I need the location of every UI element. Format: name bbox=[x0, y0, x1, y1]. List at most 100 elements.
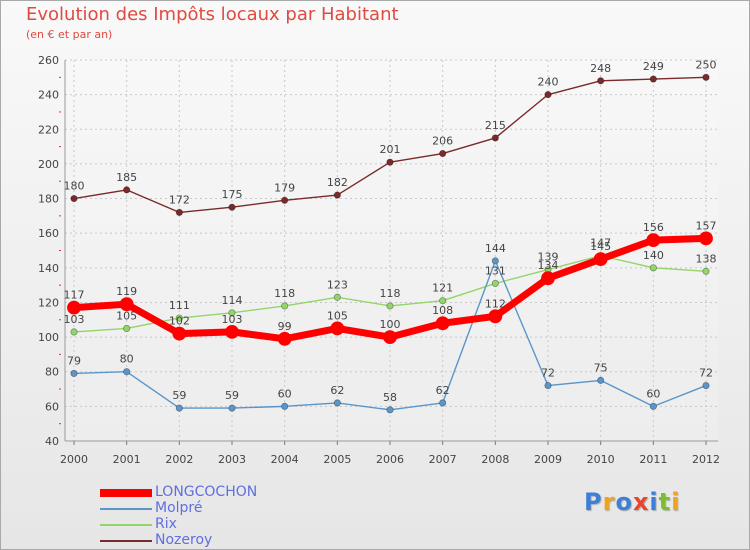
data-point bbox=[597, 77, 605, 85]
data-point bbox=[172, 326, 187, 341]
data-point bbox=[228, 309, 236, 317]
data-label: 134 bbox=[538, 259, 559, 272]
legend-label: Molpré bbox=[155, 500, 203, 516]
x-tick-label: 2003 bbox=[218, 453, 246, 466]
data-label: 59 bbox=[172, 389, 186, 402]
chart-subtitle: (en € et par an) bbox=[26, 28, 113, 41]
data-point bbox=[67, 300, 81, 315]
x-tick-label: 2000 bbox=[60, 453, 88, 466]
data-point bbox=[491, 257, 499, 265]
data-point bbox=[225, 324, 239, 339]
data-point bbox=[439, 297, 447, 305]
data-point bbox=[228, 404, 236, 412]
x-tick-label: 2012 bbox=[692, 453, 720, 466]
legend-label: Rix bbox=[155, 516, 177, 532]
y-tick-label: 40 bbox=[45, 435, 59, 448]
data-point bbox=[330, 321, 345, 336]
data-point bbox=[281, 402, 289, 410]
data-point bbox=[488, 309, 503, 324]
data-label: 111 bbox=[169, 299, 190, 312]
data-label: 248 bbox=[590, 62, 611, 75]
data-point bbox=[702, 267, 710, 275]
data-point bbox=[544, 381, 552, 390]
data-point bbox=[333, 191, 341, 199]
data-label: 103 bbox=[222, 313, 243, 326]
data-label: 105 bbox=[116, 309, 137, 322]
data-label: 62 bbox=[436, 384, 450, 397]
data-label: 112 bbox=[485, 297, 506, 310]
x-tick-label: 2007 bbox=[429, 453, 457, 466]
data-label: 114 bbox=[222, 294, 243, 307]
data-label: 240 bbox=[538, 76, 559, 89]
data-label: 215 bbox=[485, 119, 506, 132]
data-label: 123 bbox=[327, 278, 348, 291]
data-label: 140 bbox=[643, 249, 664, 262]
x-tick-label: 2010 bbox=[587, 453, 615, 466]
data-point bbox=[702, 73, 710, 81]
data-label: 180 bbox=[64, 180, 85, 193]
data-point bbox=[593, 252, 608, 267]
y-tick-label: 260 bbox=[38, 54, 59, 67]
data-label: 100 bbox=[380, 318, 401, 331]
data-label: 182 bbox=[327, 176, 348, 189]
logo-letter: t bbox=[658, 488, 672, 516]
data-label: 144 bbox=[485, 242, 506, 255]
x-tick-label: 2004 bbox=[271, 453, 299, 466]
legend-swatch bbox=[100, 540, 152, 542]
data-point bbox=[435, 316, 450, 331]
data-point bbox=[175, 208, 183, 216]
data-point bbox=[70, 369, 78, 378]
data-point bbox=[491, 279, 499, 288]
y-tick-label: 160 bbox=[38, 227, 59, 240]
y-tick-label: 60 bbox=[45, 400, 59, 413]
y-tick-label: 240 bbox=[38, 89, 59, 102]
data-point bbox=[383, 330, 397, 344]
data-label: 72 bbox=[699, 367, 713, 380]
data-label: 108 bbox=[432, 304, 453, 317]
data-label: 118 bbox=[380, 287, 401, 300]
data-label: 102 bbox=[169, 315, 190, 328]
data-label: 118 bbox=[274, 287, 295, 300]
data-point bbox=[123, 324, 131, 333]
data-label: 250 bbox=[696, 58, 717, 71]
logo-letter: r bbox=[602, 488, 616, 516]
data-label: 59 bbox=[225, 389, 239, 402]
data-point bbox=[175, 404, 183, 412]
data-point bbox=[281, 196, 289, 204]
data-point bbox=[649, 402, 657, 410]
legend-label: LONGCOCHON bbox=[155, 484, 258, 500]
plot-area bbox=[65, 60, 718, 441]
y-tick-label: 220 bbox=[38, 123, 59, 136]
logo-letter: i bbox=[649, 488, 659, 516]
data-point bbox=[649, 75, 657, 83]
data-label: 145 bbox=[590, 240, 611, 253]
data-point bbox=[646, 233, 661, 248]
data-label: 206 bbox=[432, 135, 453, 148]
data-point bbox=[123, 368, 131, 376]
y-tick-label: 180 bbox=[38, 193, 59, 206]
data-point bbox=[699, 231, 713, 246]
data-label: 157 bbox=[696, 219, 717, 232]
data-point bbox=[439, 399, 447, 407]
x-tick-label: 2006 bbox=[376, 453, 404, 466]
data-point bbox=[386, 406, 394, 414]
x-tick-label: 2009 bbox=[534, 453, 562, 466]
y-tick-label: 120 bbox=[38, 296, 59, 309]
y-tick-label: 100 bbox=[38, 331, 59, 344]
data-point bbox=[70, 194, 78, 203]
legend-swatch bbox=[100, 508, 152, 510]
data-label: 119 bbox=[116, 285, 137, 298]
data-label: 72 bbox=[541, 367, 555, 380]
x-tick-label: 2005 bbox=[323, 453, 351, 466]
chart-title: Evolution des Impôts locaux par Habitant bbox=[26, 4, 399, 25]
data-label: 99 bbox=[278, 320, 292, 333]
data-label: 175 bbox=[222, 188, 243, 201]
data-label: 121 bbox=[432, 282, 453, 295]
data-point bbox=[386, 158, 394, 166]
logo-letter: P bbox=[584, 488, 603, 516]
data-label: 179 bbox=[274, 181, 295, 194]
legend-swatch bbox=[100, 524, 152, 526]
data-point bbox=[175, 314, 183, 322]
